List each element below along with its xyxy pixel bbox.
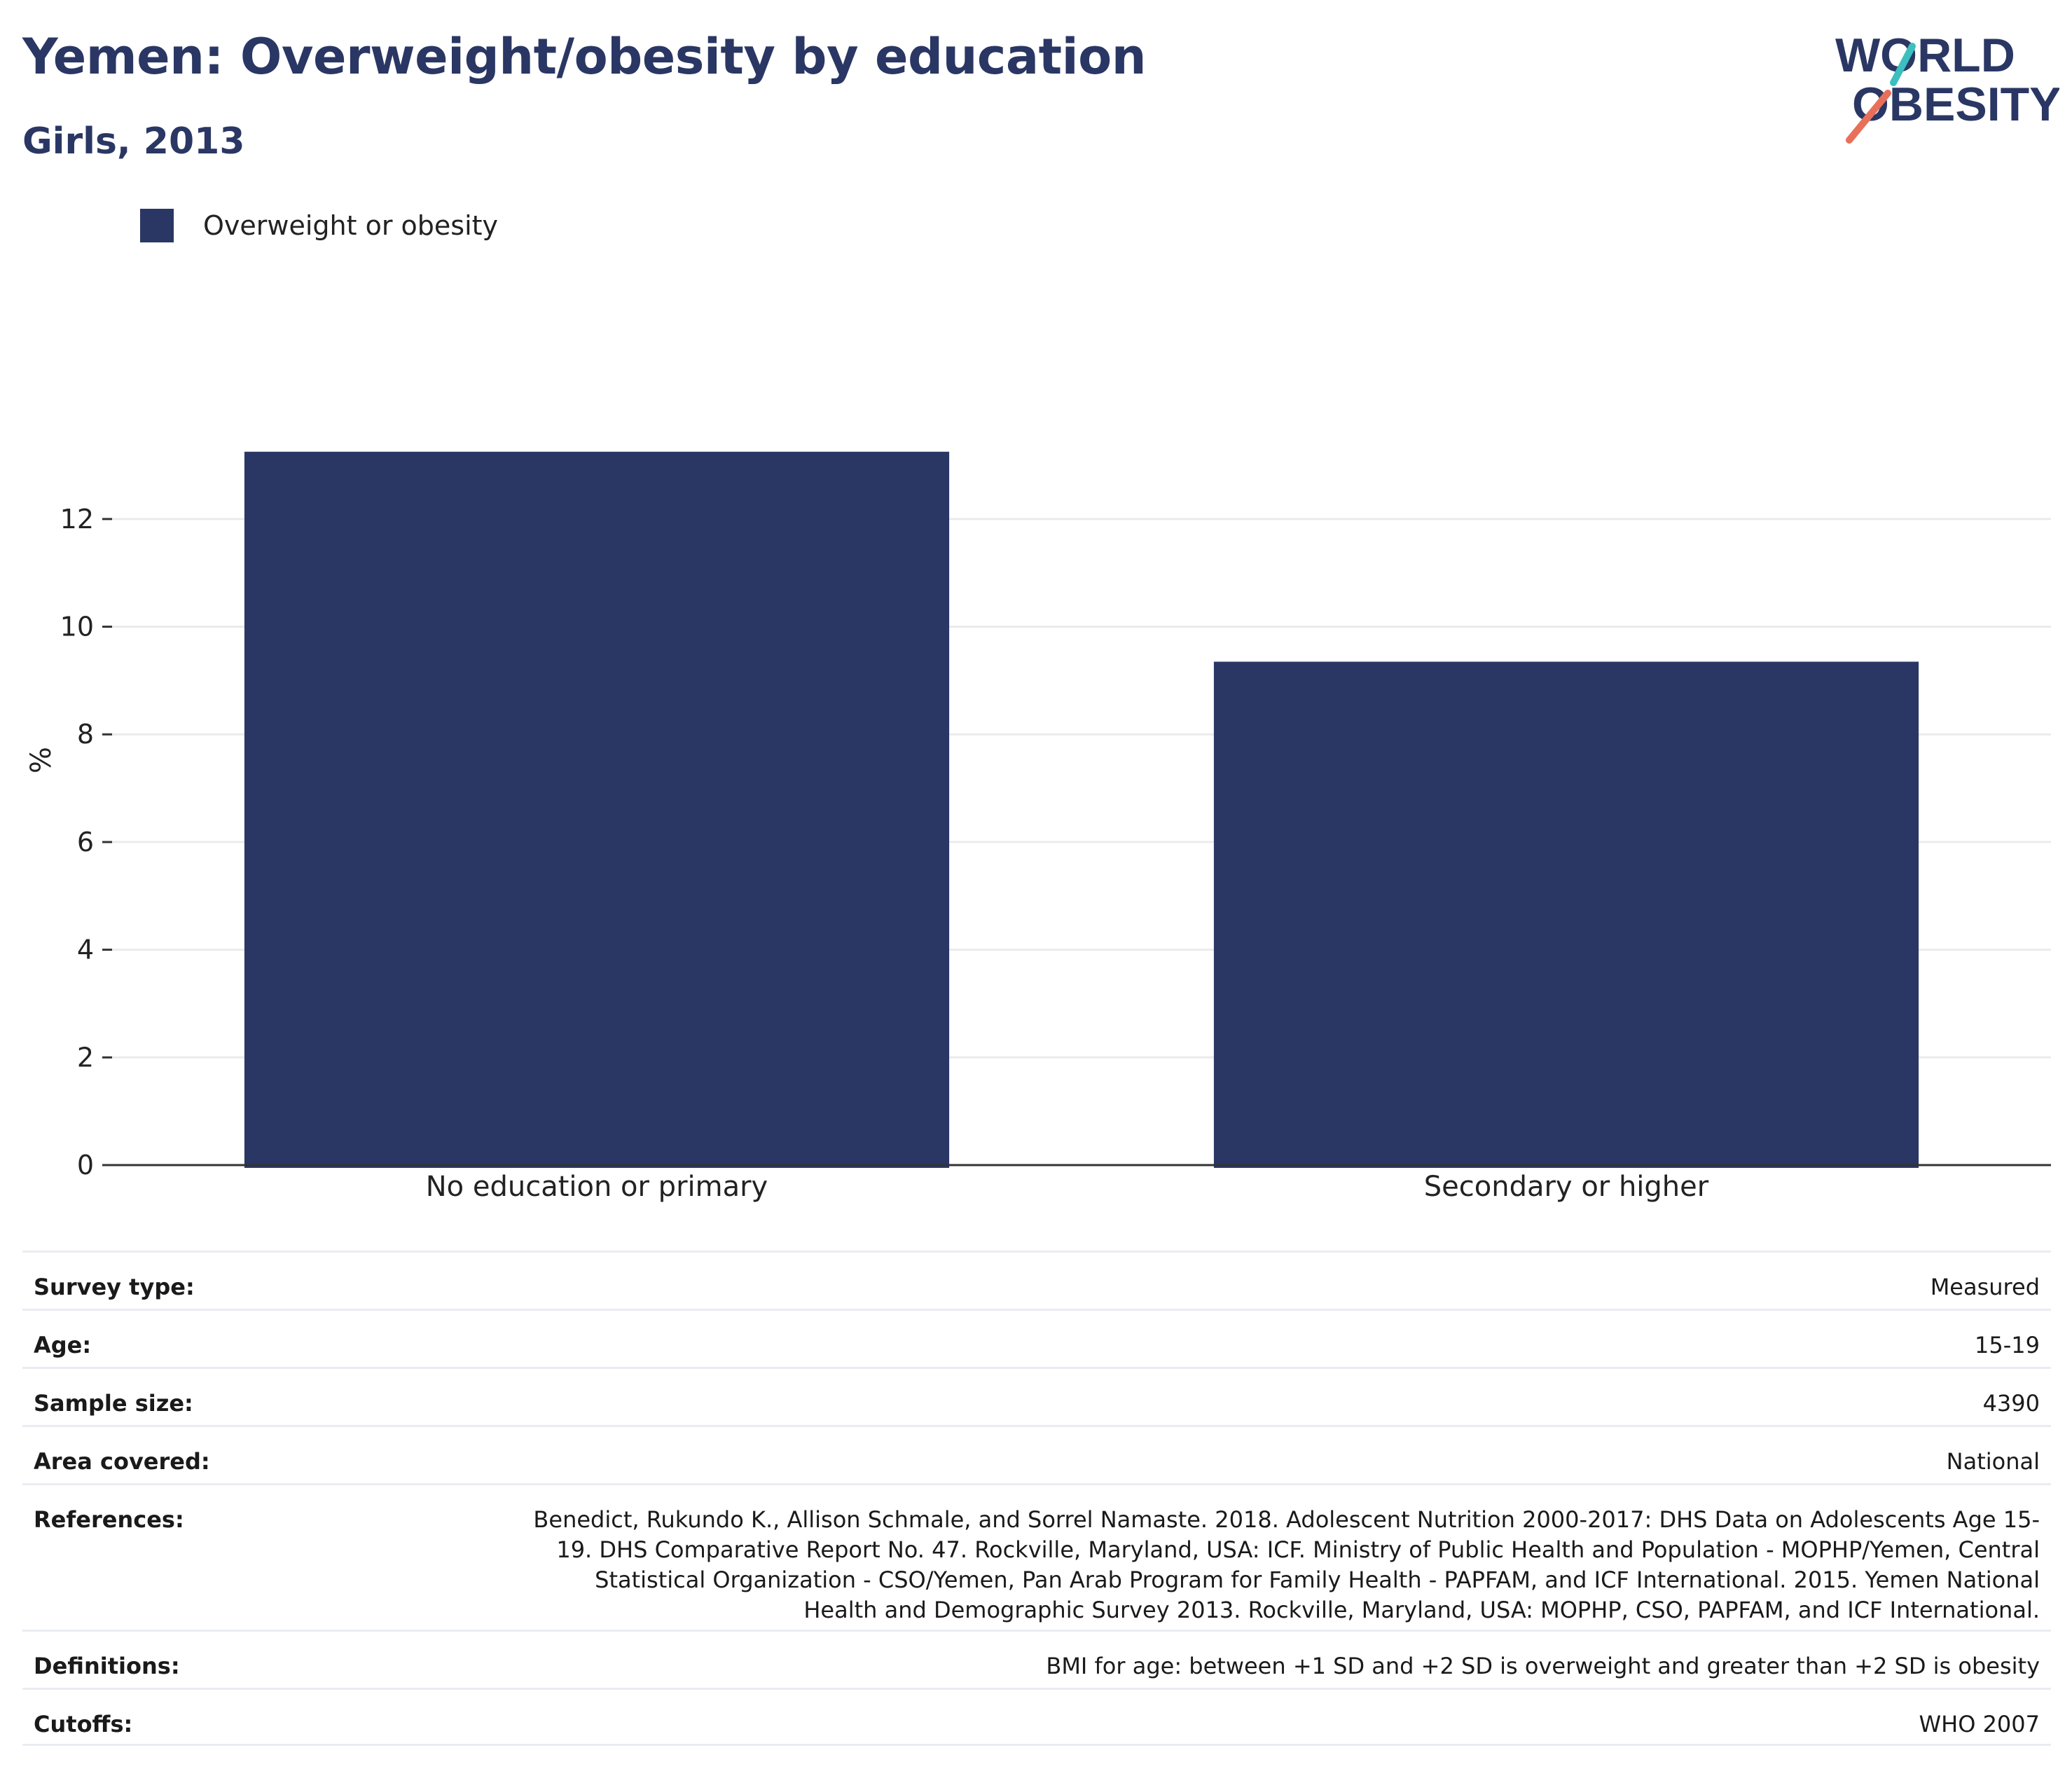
survey-info-table: Survey type: Measured Age: 15-19 Sample size… [22, 1251, 2051, 1746]
y-tick-label: 8 [77, 719, 94, 750]
bar-1[interactable] [244, 451, 950, 1168]
logo-text-obesity: OBESITY [1852, 78, 2059, 131]
info-row: References: Benedict, Rukundo K., Allison… [22, 1483, 2051, 1630]
reference-line: Health and Demographic Survey 2013. Rock… [803, 1597, 2040, 1623]
info-key: References: [34, 1506, 184, 1533]
info-row: Cutoffs: WHO 2007 [22, 1688, 2051, 1746]
chart-subtitle: Girls, 2013 [22, 121, 245, 163]
info-key: Definitions: [34, 1653, 180, 1679]
y-tick-label: 0 [77, 1150, 94, 1180]
legend-label: Overweight or obesity [203, 210, 499, 241]
info-key: Sample size: [34, 1390, 193, 1417]
info-row: Sample size: 4390 [22, 1367, 2051, 1425]
logo-text-world: WORLD [1835, 29, 2015, 82]
legend-swatch [140, 209, 174, 242]
info-row: Age: 15-19 [22, 1309, 2051, 1367]
y-tick-label: 2 [77, 1042, 94, 1073]
y-axis-ticks: 0 2 4 6 8 10 12 [60, 504, 112, 1180]
info-value: WHO 2007 [1919, 1711, 2040, 1737]
logo-slash-coral [1846, 90, 1891, 144]
info-value: 15-19 [1975, 1332, 2040, 1358]
y-tick-label: 6 [77, 827, 94, 858]
y-tick-label: 10 [60, 612, 94, 642]
y-tick-label: 12 [60, 504, 94, 535]
bars [244, 451, 1919, 1168]
info-row: Definitions: BMI for age: between +1 SD a… [22, 1630, 2051, 1688]
x-axis-ticks: No education or primary Secondary or high… [426, 1171, 1709, 1203]
info-value: National [1946, 1448, 2040, 1475]
info-value: Measured [1930, 1274, 2040, 1300]
y-tick-label: 4 [77, 935, 94, 965]
bar-2[interactable] [1213, 661, 1919, 1168]
info-value: BMI for age: between +1 SD and +2 SD is … [1046, 1653, 2040, 1679]
info-key: Cutoffs: [34, 1711, 133, 1737]
y-axis-label: % [25, 747, 57, 773]
reference-line: 19. DHS Comparative Report No. 47. Rockv… [556, 1536, 2040, 1563]
references-value: Benedict, Rukundo K., Allison Schmale, a… [533, 1505, 2040, 1625]
info-row: Area covered: National [22, 1425, 2051, 1483]
logo-slash-teal [1890, 43, 1916, 86]
reference-line: Benedict, Rukundo K., Allison Schmale, a… [533, 1506, 2040, 1533]
bar-chart: 0 2 4 6 8 10 12 No education or primary Seconda… [25, 451, 2051, 1203]
info-key: Survey type: [34, 1274, 195, 1300]
legend[interactable]: Overweight or obesity [140, 207, 498, 244]
info-key: Area covered: [34, 1448, 210, 1475]
reference-line: Statistical Organization - CSO/Yemen, Pa… [595, 1567, 2040, 1593]
info-row: Survey type: Measured [22, 1251, 2051, 1309]
info-key: Age: [34, 1332, 92, 1358]
info-value: 4390 [1982, 1390, 2040, 1417]
chart-title: Yemen: Overweight/obesity by education [22, 28, 1147, 85]
x-tick-label: No education or primary [426, 1171, 768, 1203]
world-obesity-logo: WORLD OBESITY [1835, 29, 2059, 144]
x-tick-label: Secondary or higher [1424, 1171, 1709, 1203]
